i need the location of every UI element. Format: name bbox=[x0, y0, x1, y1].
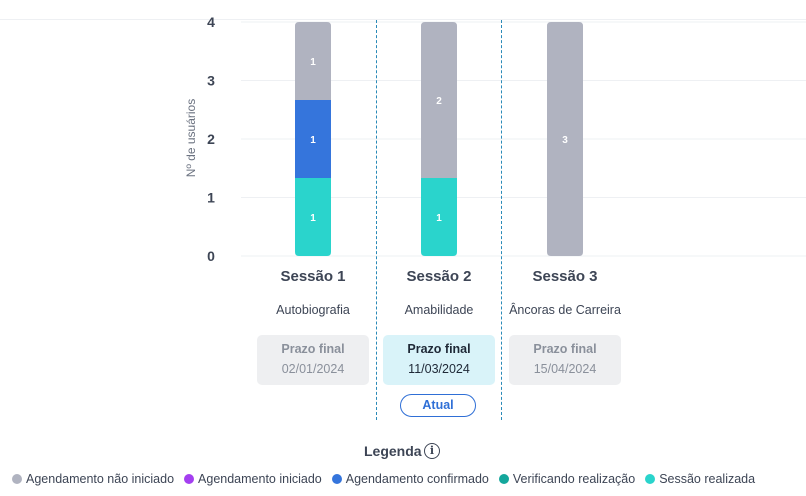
gridlines bbox=[241, 21, 806, 257]
y-tick-label: 3 bbox=[207, 73, 215, 89]
stacked-bar-chart: 0 1 2 3 4 Nº de usuários 1 1 1 1 2 3 bbox=[184, 14, 806, 264]
legend-dot bbox=[645, 474, 656, 484]
bar-data-label: 1 bbox=[310, 57, 316, 68]
legend-dot bbox=[498, 474, 509, 484]
deadline-date: 11/03/2024 bbox=[408, 362, 470, 376]
legend-item: Sessão realizada bbox=[645, 472, 755, 486]
top-divider-line bbox=[0, 19, 806, 20]
legend-label: Verificando realização bbox=[512, 472, 636, 486]
bar-data-label: 1 bbox=[310, 135, 316, 146]
session-3-title: Sessão 3 bbox=[532, 268, 598, 285]
session-2-title: Sessão 2 bbox=[406, 268, 472, 285]
legend-label: Sessão realizada bbox=[659, 472, 756, 486]
deadline-label: Prazo final bbox=[407, 342, 471, 356]
y-tick-label: 1 bbox=[207, 190, 215, 206]
legend-item: Agendamento iniciado bbox=[184, 472, 322, 486]
session-1-deadline: Prazo final 02/01/2024 bbox=[257, 335, 369, 385]
session-2-deadline: Prazo final 11/03/2024 bbox=[383, 335, 495, 385]
legend-item: Agendamento confirmado bbox=[331, 472, 489, 486]
deadline-date: 15/04/2024 bbox=[533, 362, 597, 376]
deadline-label: Prazo final bbox=[533, 342, 597, 356]
bar-segment[interactable] bbox=[421, 22, 457, 178]
y-tick-label: 0 bbox=[207, 248, 215, 264]
session-divider bbox=[501, 20, 502, 420]
bar-segment[interactable] bbox=[295, 100, 331, 178]
session-1-title: Sessão 1 bbox=[280, 268, 346, 285]
session-3-deadline: Prazo final 15/04/2024 bbox=[509, 335, 621, 385]
legend-label: Agendamento não iniciado bbox=[26, 472, 175, 486]
legend-label: Agendamento confirmado bbox=[345, 472, 489, 486]
deadline-label: Prazo final bbox=[281, 342, 345, 356]
bar-data-label: 3 bbox=[562, 135, 568, 146]
bar-data-label: 1 bbox=[310, 213, 316, 224]
legend-dot bbox=[12, 474, 22, 484]
session-2-subtitle: Amabilidade bbox=[404, 303, 474, 317]
legend: Agendamento não iniciado Agendamento inic… bbox=[12, 472, 755, 486]
bar-segment[interactable] bbox=[421, 178, 457, 256]
bar-segment[interactable] bbox=[295, 22, 331, 100]
deadline-date: 02/01/2024 bbox=[281, 362, 345, 376]
session-1-subtitle: Autobiografia bbox=[276, 303, 350, 317]
legend-title: Legenda bbox=[364, 443, 422, 459]
bars: 1 1 1 1 2 3 bbox=[295, 22, 583, 256]
legend-label: Agendamento iniciado bbox=[198, 472, 322, 486]
bar-segment[interactable] bbox=[547, 22, 583, 256]
legend-item: Verificando realização bbox=[498, 472, 636, 486]
legend-item: Agendamento não iniciado bbox=[12, 472, 174, 486]
bar-data-label: 1 bbox=[436, 213, 442, 224]
current-session-badge[interactable]: Atual bbox=[400, 394, 476, 417]
info-icon[interactable]: i bbox=[424, 443, 440, 459]
bar-data-label: 2 bbox=[436, 96, 442, 107]
y-axis-label: Nº de usuários bbox=[184, 99, 198, 177]
session-3-subtitle: Âncoras de Carreira bbox=[509, 303, 621, 317]
legend-dot bbox=[331, 474, 342, 484]
y-axis-ticks: 0 1 2 3 4 bbox=[207, 14, 215, 264]
bar-segment[interactable] bbox=[295, 178, 331, 256]
session-divider bbox=[376, 20, 377, 420]
y-tick-label: 4 bbox=[207, 14, 215, 30]
y-tick-label: 2 bbox=[207, 131, 215, 147]
legend-dot bbox=[184, 474, 195, 484]
